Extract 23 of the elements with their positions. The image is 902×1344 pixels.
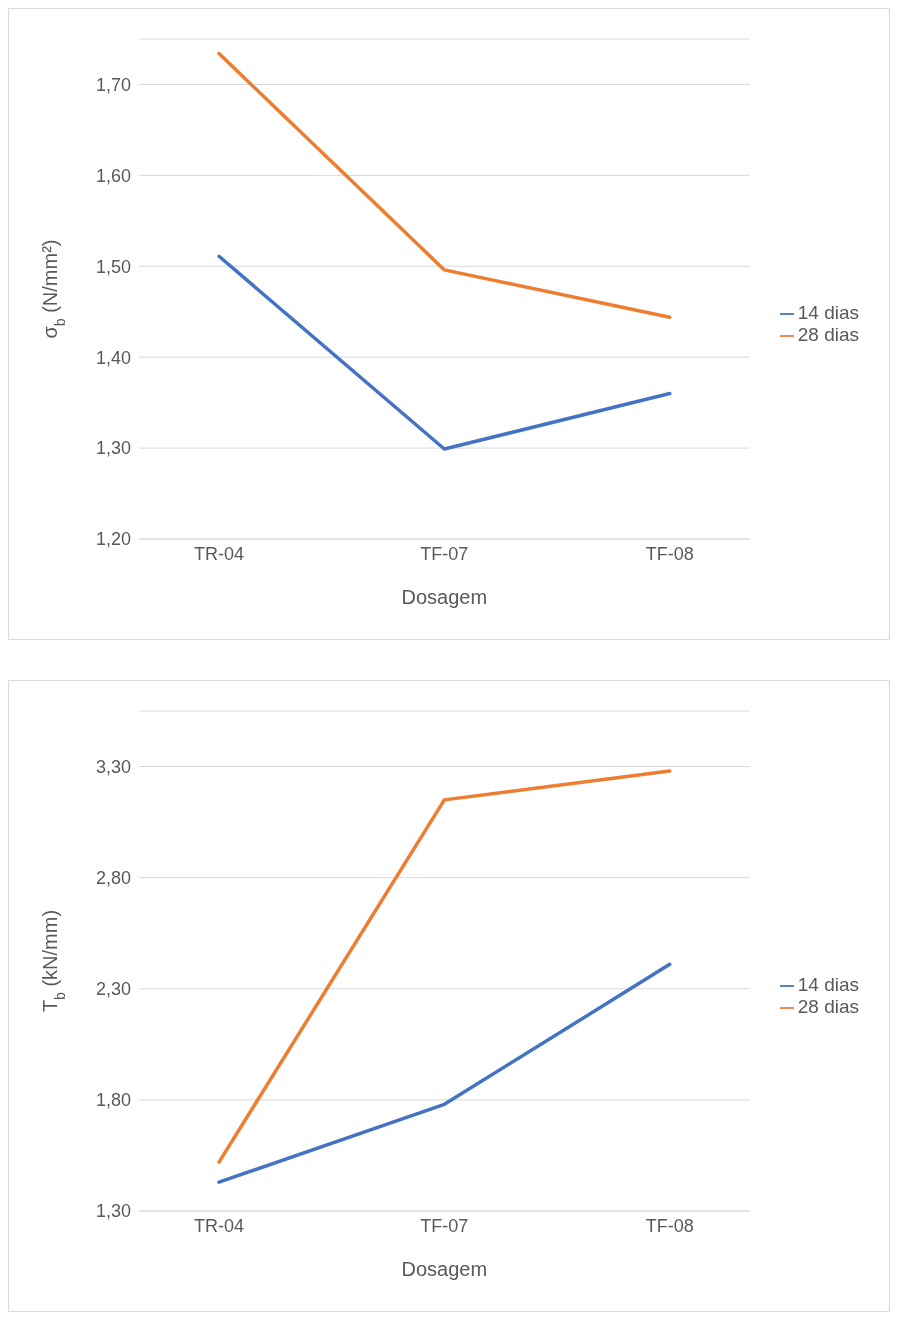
x-axis-title: Dosagem bbox=[401, 1258, 488, 1280]
legend-label: 28 dias bbox=[797, 324, 859, 345]
y-tick-label: 3,30 bbox=[95, 756, 131, 777]
y-tick-label: 1,30 bbox=[95, 1201, 131, 1222]
x-axis-title: Dosagem bbox=[401, 586, 488, 608]
y-tick-label: 2,30 bbox=[95, 979, 131, 1000]
y-tick-label: 1,20 bbox=[95, 529, 131, 550]
legend-label: 14 dias bbox=[797, 302, 859, 323]
x-tick-label: TR-04 bbox=[193, 543, 245, 564]
x-tick-label: TF-07 bbox=[420, 543, 469, 564]
legend-label: 14 dias bbox=[797, 974, 859, 995]
x-tick-label: TR-04 bbox=[193, 1215, 245, 1236]
y-tick-label: 1,50 bbox=[95, 256, 131, 277]
x-tick-label: TF-08 bbox=[645, 543, 694, 564]
x-tick-label: TF-07 bbox=[420, 1215, 469, 1236]
y-tick-label: 1,30 bbox=[95, 438, 131, 459]
legend-label: 28 dias bbox=[797, 996, 859, 1017]
y-tick-label: 1,80 bbox=[95, 1090, 131, 1111]
y-tick-label: 2,80 bbox=[95, 868, 131, 889]
y-tick-label: 1,40 bbox=[95, 347, 131, 368]
y-tick-label: 1,70 bbox=[95, 74, 131, 95]
x-tick-label: TF-08 bbox=[645, 1215, 694, 1236]
y-tick-label: 1,60 bbox=[95, 165, 131, 186]
